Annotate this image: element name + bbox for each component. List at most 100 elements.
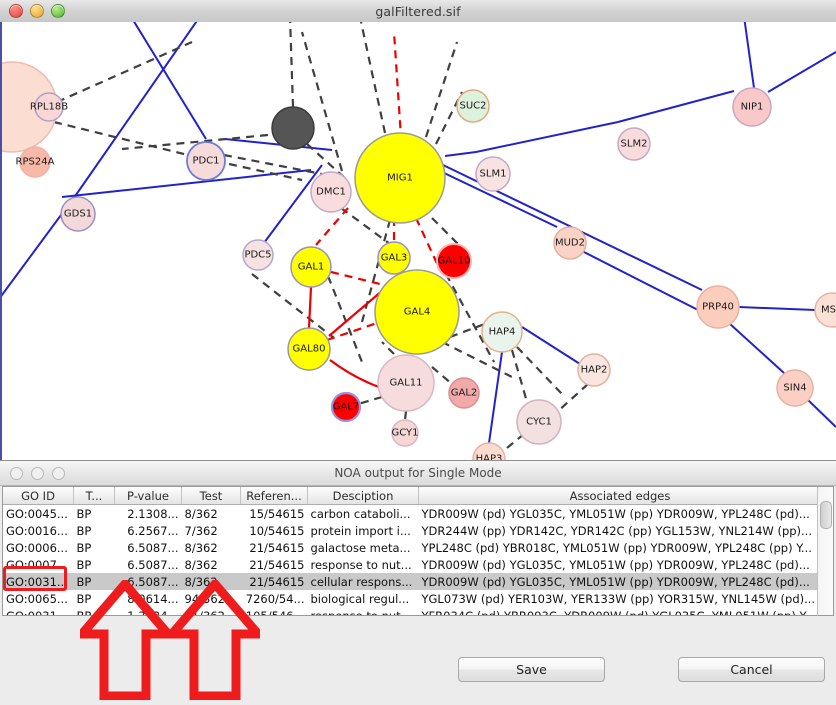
cell-type[interactable]: BP (76, 506, 92, 521)
cell-type[interactable]: BP (76, 608, 92, 616)
graph-node-slm1[interactable] (475, 156, 511, 192)
noa-close-button[interactable] (10, 466, 23, 480)
graph-node-dmc1[interactable] (310, 171, 352, 213)
table-row[interactable]: GO:0016... BP 6.2567... 7/362 10/54615 protei… (3, 522, 822, 539)
cell-test[interactable]: 11/362 (184, 608, 225, 616)
cell-p-value[interactable]: 6.2567... (127, 523, 179, 538)
cell-test[interactable]: 8/362 (181, 573, 241, 590)
column-header-type[interactable]: T... (73, 487, 115, 505)
table-row[interactable]: GO:0045... BP 2.1308... 8/362 15/54615 carbon… (3, 505, 822, 523)
column-header-p-value[interactable]: P-value (114, 487, 182, 505)
column-header-go-id[interactable]: GO ID (3, 487, 74, 505)
cell-associated-edges[interactable]: YPL248C (pd) YBR018C, YML051W (pp) YDR00… (421, 540, 812, 555)
cell-test[interactable]: 7/362 (184, 523, 218, 538)
graph-node-msi[interactable] (814, 292, 836, 328)
network-canvas[interactable]: RPL18B RPS24A GDS1 PDC1 PDC5 DMC1 MIG1 S… (0, 22, 836, 460)
graph-node-mud2[interactable] (553, 226, 587, 260)
graph-node-gal10[interactable] (436, 243, 472, 279)
graph-node-gal1[interactable] (290, 246, 332, 288)
table-body[interactable]: GO:0045... BP 2.1308... 8/362 15/54615 carbon… (3, 505, 822, 616)
cell-desciption[interactable]: response to nut... (310, 608, 412, 616)
cell-go-id[interactable]: GO:0031... (3, 573, 74, 590)
graph-node-nip1[interactable] (732, 87, 772, 127)
cell-type[interactable]: BP (76, 557, 92, 572)
scrollbar-thumb[interactable] (820, 501, 832, 529)
cell-test[interactable]: 8/362 (184, 557, 218, 572)
cell-type[interactable]: BP (73, 573, 115, 590)
graph-node-prp40[interactable] (696, 285, 740, 329)
cell-go-id[interactable]: GO:0016... (6, 523, 68, 538)
cell-test[interactable]: 8/362 (184, 506, 218, 521)
table-row[interactable]: GO:0007... BP 6.5087... 8/362 21/54615 respon… (3, 556, 822, 573)
column-header-desciption[interactable]: Desciption (307, 487, 419, 505)
go-results-table-wrapper[interactable]: GO ID T... P-value Test Referen... Desci… (2, 486, 834, 616)
graph-node-suc2[interactable] (456, 89, 490, 123)
column-header-associated-edges[interactable]: Associated edges (418, 487, 822, 505)
cell-associated-edges[interactable]: YDR009W (pd) YGL035C, YML051W (pp) YDR00… (421, 557, 810, 572)
cell-p-value[interactable]: 6.5087... (114, 573, 182, 590)
network-graph[interactable]: RPL18B RPS24A GDS1 PDC1 PDC5 DMC1 MIG1 S… (2, 22, 836, 460)
graph-node-hap4[interactable] (481, 311, 523, 353)
graph-node-gal3[interactable] (377, 241, 411, 275)
table-row[interactable]: GO:0031... BP 1.3324... 11/362 105/546... res… (3, 607, 822, 616)
cell-type[interactable]: BP (76, 591, 92, 606)
close-button[interactable] (9, 4, 23, 18)
cell-type[interactable]: BP (76, 540, 92, 555)
graph-node-hub[interactable] (271, 106, 315, 150)
cell-type[interactable]: BP (76, 523, 92, 538)
table-row[interactable]: GO:0006... BP 6.5087... 8/362 21/54615 galact… (3, 539, 822, 556)
cell-desciption[interactable]: protein import i... (310, 523, 411, 538)
graph-node-gal80[interactable] (287, 327, 331, 371)
graph-node-pdc5[interactable] (242, 239, 274, 271)
cell-associated-edges[interactable]: YGL073W (pd) YER103W, YER133W (pp) YOR31… (421, 591, 816, 606)
cell-test[interactable]: 8/362 (184, 540, 218, 555)
graph-node-gcy1[interactable] (391, 419, 419, 447)
graph-node-pdc1[interactable] (186, 141, 226, 181)
cell-reference[interactable]: 10/54615 (249, 523, 305, 538)
graph-node-mig1[interactable] (354, 132, 446, 224)
cell-associated-edges[interactable]: YDR244W (pp) YDR142C, YDR142C (pp) YGL15… (421, 523, 813, 538)
table-row[interactable]: GO:0031... BP 6.5087... 8/362 21/54615 cellul… (3, 573, 822, 590)
cell-desciption[interactable]: response to nut... (310, 557, 412, 572)
cell-associated-edges[interactable]: YDR009W (pd) YGL035C, YML051W (pp) YDR00… (418, 573, 822, 590)
cell-reference[interactable]: 21/54615 (249, 557, 305, 572)
cell-reference[interactable]: 21/54615 (240, 573, 308, 590)
column-header-test[interactable]: Test (181, 487, 241, 505)
cell-desciption[interactable]: carbon cataboli... (310, 506, 411, 521)
graph-node-slm2[interactable] (617, 127, 651, 161)
graph-node-hap2[interactable] (577, 353, 611, 387)
minimize-button[interactable] (30, 4, 44, 18)
cell-go-id[interactable]: GO:0006... (6, 540, 68, 555)
cell-p-value[interactable]: 6.5087... (127, 557, 179, 572)
go-results-table[interactable]: GO ID T... P-value Test Referen... Desci… (3, 487, 822, 616)
cell-go-id[interactable]: GO:0045... (6, 506, 68, 521)
cancel-button[interactable]: Cancel (678, 657, 825, 682)
graph-node-rps24a[interactable] (19, 146, 51, 178)
cell-go-id[interactable]: GO:0065... (6, 591, 68, 606)
cell-reference[interactable]: 105/546... (245, 608, 305, 616)
graph-node-gal7[interactable] (330, 391, 362, 423)
graph-node-hap3[interactable] (472, 442, 506, 460)
cell-go-id[interactable]: GO:0007... (6, 557, 68, 572)
cell-p-value[interactable]: 8.0614... (127, 591, 179, 606)
graph-node-gds1[interactable] (60, 196, 96, 232)
graph-node-rpl18b[interactable] (34, 92, 64, 122)
graph-node-sin4[interactable] (776, 369, 814, 407)
cell-reference[interactable]: 15/54615 (249, 506, 305, 521)
save-button[interactable]: Save (458, 657, 605, 682)
cell-reference[interactable]: 7260/54... (245, 591, 305, 606)
graph-node-cyc1[interactable] (516, 399, 562, 445)
cell-go-id[interactable]: GO:0031... (6, 608, 68, 616)
cell-desciption[interactable]: cellular respons... (307, 573, 419, 590)
cell-test[interactable]: 94/362 (184, 591, 225, 606)
cell-reference[interactable]: 21/54615 (249, 540, 305, 555)
graph-node-gal4[interactable] (374, 269, 460, 355)
cell-associated-edges[interactable]: YDR009W (pd) YGL035C, YML051W (pp) YDR00… (421, 506, 810, 521)
cell-desciption[interactable]: galactose meta... (310, 540, 411, 555)
cell-desciption[interactable]: biological regul... (310, 591, 410, 606)
cell-p-value[interactable]: 1.3324... (127, 608, 179, 616)
zoom-button[interactable] (51, 4, 65, 18)
cell-p-value[interactable]: 2.1308... (127, 506, 179, 521)
table-vertical-scrollbar[interactable] (817, 486, 834, 616)
cell-p-value[interactable]: 6.5087... (127, 540, 179, 555)
